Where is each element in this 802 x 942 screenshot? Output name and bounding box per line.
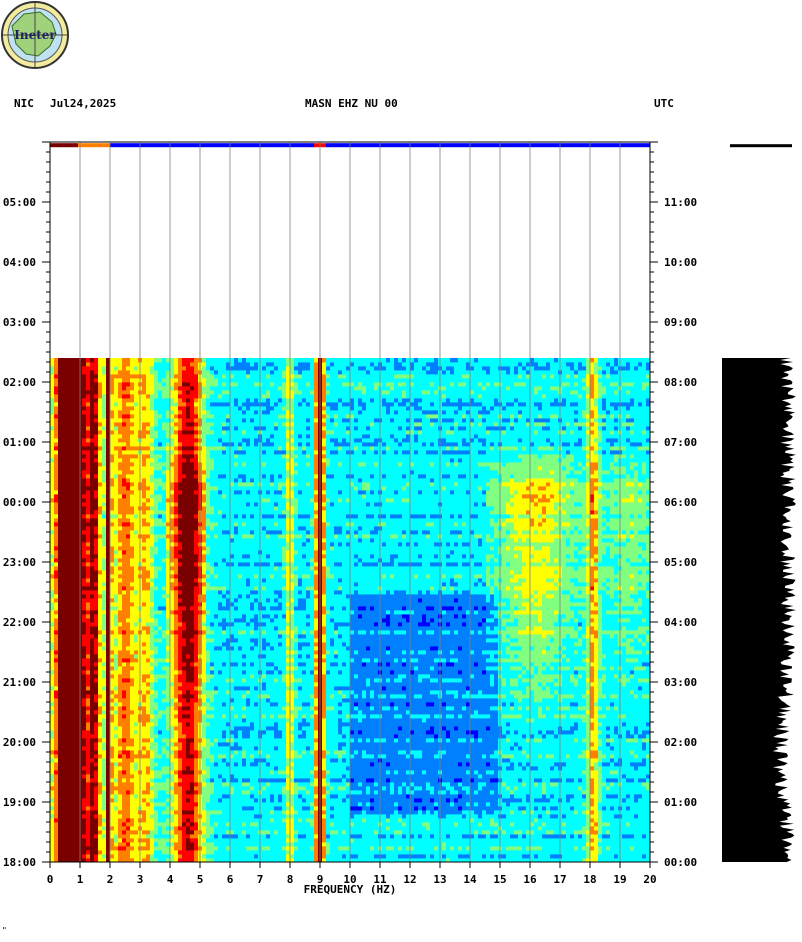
x-tick-label: 5 xyxy=(197,873,204,886)
right-time-label: 02:00 xyxy=(664,736,697,749)
left-time-label: 03:00 xyxy=(3,316,36,329)
right-time-label: 00:00 xyxy=(664,856,697,869)
x-tick-label: 13 xyxy=(433,873,446,886)
frequency-gridlines xyxy=(79,142,621,862)
amplitude-fill xyxy=(722,358,796,862)
x-tick-label: 1 xyxy=(77,873,84,886)
left-time-label: 01:00 xyxy=(3,436,36,449)
axes xyxy=(42,141,658,868)
x-tick-label: 19 xyxy=(613,873,626,886)
left-time-label: 19:00 xyxy=(3,796,36,809)
x-axis-label: FREQUENCY (HZ) xyxy=(304,883,397,896)
right-time-label: 11:00 xyxy=(664,196,697,209)
timezone-label: UTC xyxy=(654,97,674,110)
x-tick-label: 8 xyxy=(287,873,294,886)
amplitude-trace xyxy=(722,144,796,862)
x-tick-label: 17 xyxy=(553,873,566,886)
x-tick-label: 4 xyxy=(167,873,174,886)
right-time-label: 08:00 xyxy=(664,376,697,389)
x-tick-label: 2 xyxy=(107,873,114,886)
x-tick-label: 18 xyxy=(583,873,596,886)
x-tick-label: 11 xyxy=(373,873,387,886)
date-label: Jul24,2025 xyxy=(50,97,117,110)
x-tick-label: 0 xyxy=(47,873,54,886)
x-tick-label: 3 xyxy=(137,873,144,886)
right-time-label: 07:00 xyxy=(664,436,697,449)
right-time-label: 03:00 xyxy=(664,676,697,689)
left-time-label: 04:00 xyxy=(3,256,36,269)
amplitude-partial xyxy=(730,144,792,148)
right-time-label: 04:00 xyxy=(664,616,697,629)
right-time-label: 09:00 xyxy=(664,316,697,329)
x-tick-label: 10 xyxy=(343,873,356,886)
x-tick-label: 20 xyxy=(643,873,656,886)
x-tick-label: 16 xyxy=(523,873,537,886)
right-time-label: 05:00 xyxy=(664,556,697,569)
right-time-label: 10:00 xyxy=(664,256,697,269)
left-time-label: 20:00 xyxy=(3,736,36,749)
left-time-label: 05:00 xyxy=(3,196,36,209)
footer-mark: " xyxy=(2,926,7,935)
right-time-label: 06:00 xyxy=(664,496,697,509)
right-time-label: 01:00 xyxy=(664,796,697,809)
left-time-label: 00:00 xyxy=(3,496,36,509)
left-time-label: 02:00 xyxy=(3,376,36,389)
left-time-label: 21:00 xyxy=(3,676,36,689)
x-tick-label: 9 xyxy=(317,873,324,886)
x-tick-label: 14 xyxy=(463,873,477,886)
x-tick-label: 6 xyxy=(227,873,234,886)
axis-labels: 18:00 19:00 20:00 21:00 22:00 23:00 00:00 01:00… xyxy=(3,196,697,896)
chart-title: MASN EHZ NU 00 xyxy=(305,97,398,110)
logo-text: Ineter xyxy=(14,28,56,42)
left-time-label: 23:00 xyxy=(3,556,36,569)
x-tick-label: 7 xyxy=(257,873,264,886)
station-label: NIC xyxy=(14,97,34,110)
x-tick-label: 12 xyxy=(403,873,416,886)
x-tick-label: 15 xyxy=(493,873,506,886)
ineter-logo: Ineter xyxy=(1,1,69,69)
left-time-label: 18:00 xyxy=(3,856,36,869)
left-time-label: 22:00 xyxy=(3,616,36,629)
